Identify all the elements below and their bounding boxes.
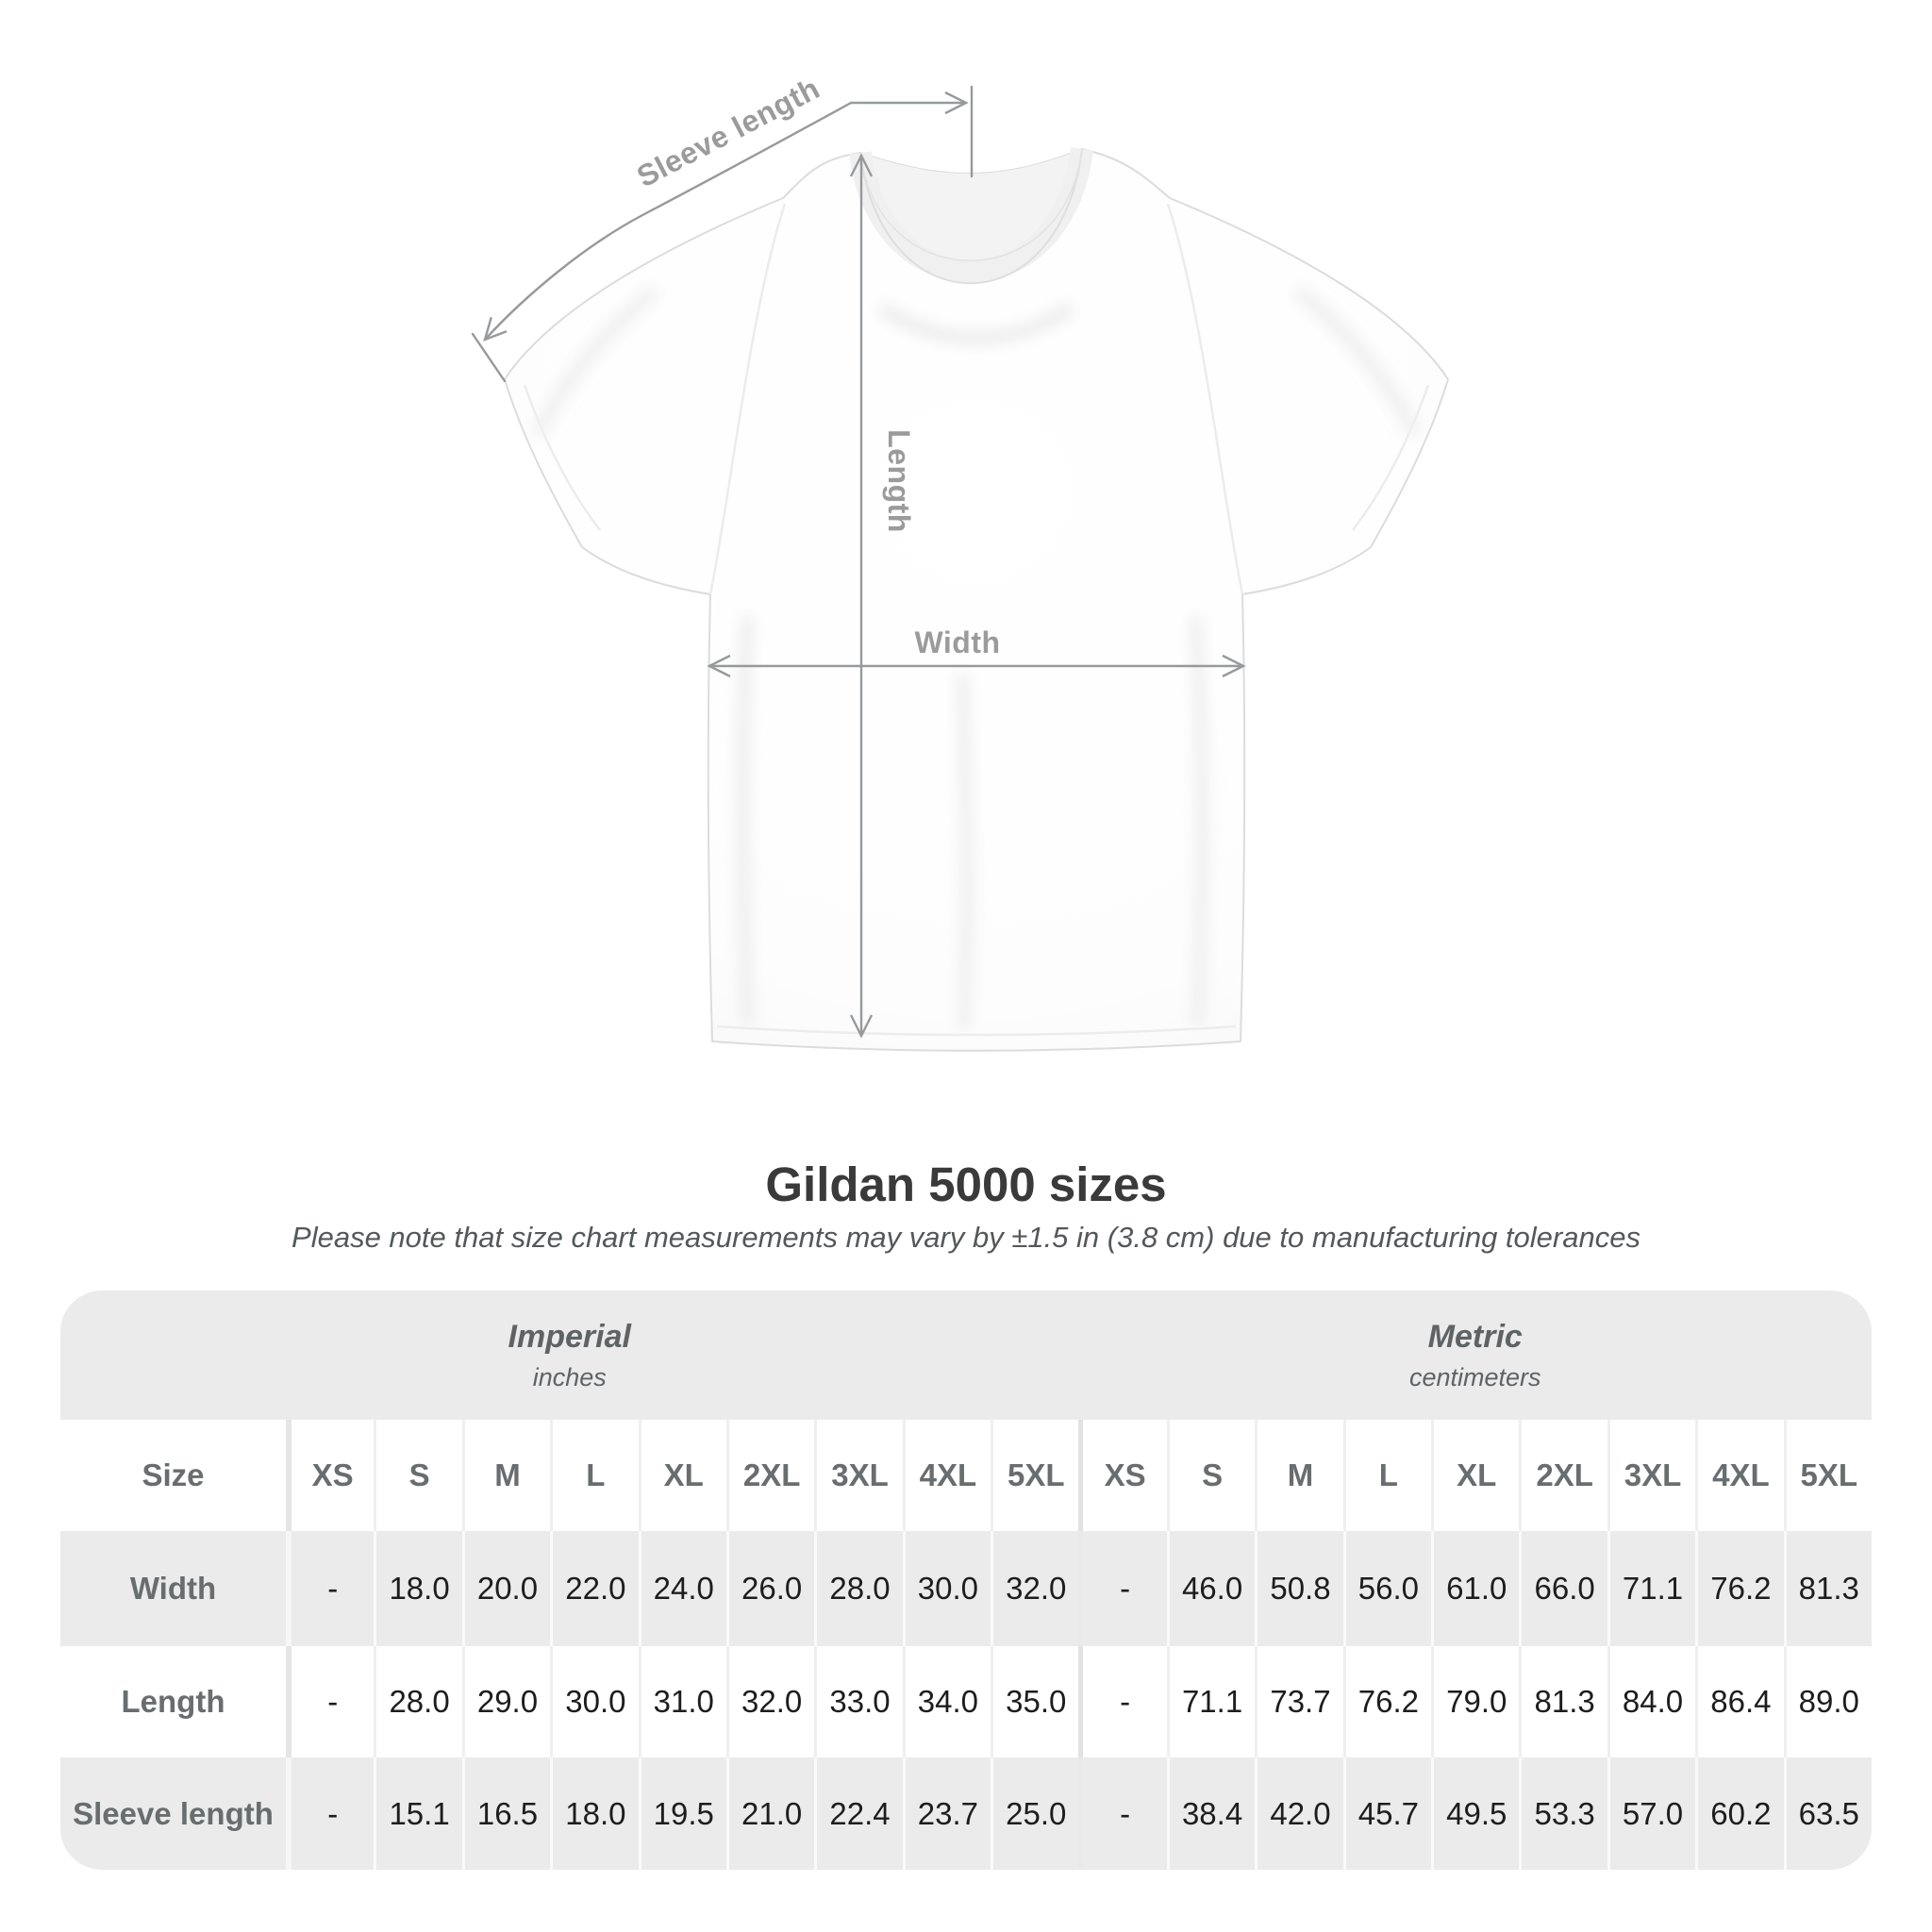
value-cell: 22.4 xyxy=(814,1757,903,1870)
seam-lines xyxy=(523,203,1430,1037)
length-label: Length xyxy=(882,429,916,533)
size-header-imperial-m: M xyxy=(461,1420,551,1531)
value-cell: 86.4 xyxy=(1695,1646,1784,1757)
sleeve-end-tick xyxy=(471,332,507,383)
value-cell: 71.1 xyxy=(1607,1531,1696,1646)
value-cell: 81.3 xyxy=(1519,1646,1607,1757)
value-cell: 35.0 xyxy=(991,1646,1079,1757)
collar-band xyxy=(849,147,1093,283)
size-header-imperial-5xl: 5XL xyxy=(991,1420,1079,1531)
fabric-shading xyxy=(532,287,1421,1031)
value-cell: 76.2 xyxy=(1342,1646,1432,1757)
value-cell: 22.0 xyxy=(550,1531,639,1646)
tshirt-illustration xyxy=(504,147,1449,1052)
value-cell: 15.1 xyxy=(374,1757,462,1870)
size-header-metric-m: M xyxy=(1255,1420,1343,1531)
value-cell: 84.0 xyxy=(1607,1646,1696,1757)
tshirt-body xyxy=(504,148,1449,1052)
value-cell: - xyxy=(286,1646,375,1757)
size-header-metric-xs: XS xyxy=(1078,1420,1167,1531)
value-cell: - xyxy=(1078,1757,1167,1870)
size-header-imperial-4xl: 4XL xyxy=(902,1420,991,1531)
value-cell: 42.0 xyxy=(1255,1757,1343,1870)
value-cell: 79.0 xyxy=(1431,1646,1520,1757)
value-cell: 30.0 xyxy=(550,1646,639,1757)
size-header-imperial-3xl: 3XL xyxy=(814,1420,903,1531)
imperial-group-unit: inches xyxy=(532,1362,607,1391)
value-cell: 28.0 xyxy=(374,1646,462,1757)
row-label-width: Width xyxy=(60,1531,286,1646)
value-cell: 24.0 xyxy=(638,1531,726,1646)
unit-group-imperial: Imperial inches xyxy=(60,1291,1079,1420)
value-cell: 28.0 xyxy=(814,1531,903,1646)
size-table: Imperial inches Metric centimeters Size … xyxy=(60,1291,1872,1870)
value-cell: 49.5 xyxy=(1431,1757,1520,1870)
value-cell: - xyxy=(1078,1531,1167,1646)
value-cell: 19.5 xyxy=(638,1757,726,1870)
page-title: Gildan 5000 sizes xyxy=(765,1158,1167,1211)
value-cell: 32.0 xyxy=(991,1531,1079,1646)
value-cell: 66.0 xyxy=(1519,1531,1607,1646)
size-header-imperial-2xl: 2XL xyxy=(725,1420,815,1531)
size-header-metric-xl: XL xyxy=(1431,1420,1520,1531)
value-cell: 45.7 xyxy=(1342,1757,1432,1870)
value-cell: 81.3 xyxy=(1783,1531,1872,1646)
value-cell: 29.0 xyxy=(461,1646,551,1757)
value-cell: 63.5 xyxy=(1783,1757,1872,1870)
value-cell: - xyxy=(286,1531,375,1646)
value-cell: 71.1 xyxy=(1166,1646,1256,1757)
value-cell: 50.8 xyxy=(1255,1531,1343,1646)
value-cell: 56.0 xyxy=(1342,1531,1432,1646)
value-cell: 32.0 xyxy=(725,1646,815,1757)
value-cell: 26.0 xyxy=(725,1531,815,1646)
value-cell: 38.4 xyxy=(1166,1757,1256,1870)
size-header-metric-s: S xyxy=(1166,1420,1256,1531)
size-header-imperial-l: L xyxy=(550,1420,639,1531)
value-cell: 60.2 xyxy=(1695,1757,1784,1870)
size-header-imperial-xs: XS xyxy=(286,1420,375,1531)
value-cell: 20.0 xyxy=(461,1531,551,1646)
page-subtitle: Please note that size chart measurements… xyxy=(291,1221,1641,1254)
value-cell: 34.0 xyxy=(902,1646,991,1757)
unit-group-metric: Metric centimeters xyxy=(1078,1291,1872,1420)
collar-inner-edge xyxy=(859,148,1083,261)
value-cell: 33.0 xyxy=(814,1646,903,1757)
size-header-imperial-s: S xyxy=(374,1420,462,1531)
collar-outer-edge xyxy=(859,148,1083,285)
value-cell: 53.3 xyxy=(1519,1757,1607,1870)
imperial-group-name: Imperial xyxy=(508,1318,631,1355)
row-label-length: Length xyxy=(60,1646,286,1757)
value-cell: 76.2 xyxy=(1695,1531,1784,1646)
value-cell: 30.0 xyxy=(902,1531,991,1646)
value-cell: 31.0 xyxy=(638,1646,726,1757)
size-header-metric-2xl: 2XL xyxy=(1519,1420,1607,1531)
size-header-metric-4xl: 4XL xyxy=(1695,1420,1784,1531)
value-cell: 16.5 xyxy=(461,1757,551,1870)
size-header-imperial-xl: XL xyxy=(638,1420,726,1531)
value-cell: 57.0 xyxy=(1607,1757,1696,1870)
value-cell: 18.0 xyxy=(550,1757,639,1870)
metric-group-name: Metric xyxy=(1427,1318,1523,1355)
value-cell: 21.0 xyxy=(725,1757,815,1870)
metric-group-unit: centimeters xyxy=(1408,1362,1541,1391)
sleeve-length-arrow xyxy=(483,101,853,341)
value-cell: 18.0 xyxy=(374,1531,462,1646)
value-cell: 46.0 xyxy=(1166,1531,1256,1646)
size-header-metric-3xl: 3XL xyxy=(1607,1420,1696,1531)
row-label-sleeve-length: Sleeve length xyxy=(60,1757,286,1870)
size-column-header: Size xyxy=(60,1420,286,1531)
value-cell: 73.7 xyxy=(1255,1646,1343,1757)
value-cell: - xyxy=(1078,1646,1167,1757)
value-cell: 89.0 xyxy=(1783,1646,1872,1757)
value-cell: 61.0 xyxy=(1431,1531,1520,1646)
value-cell: 25.0 xyxy=(991,1757,1079,1870)
value-cell: - xyxy=(286,1757,375,1870)
size-header-metric-5xl: 5XL xyxy=(1783,1420,1872,1531)
width-label: Width xyxy=(914,625,1000,659)
size-header-metric-l: L xyxy=(1342,1420,1432,1531)
value-cell: 23.7 xyxy=(902,1757,991,1870)
